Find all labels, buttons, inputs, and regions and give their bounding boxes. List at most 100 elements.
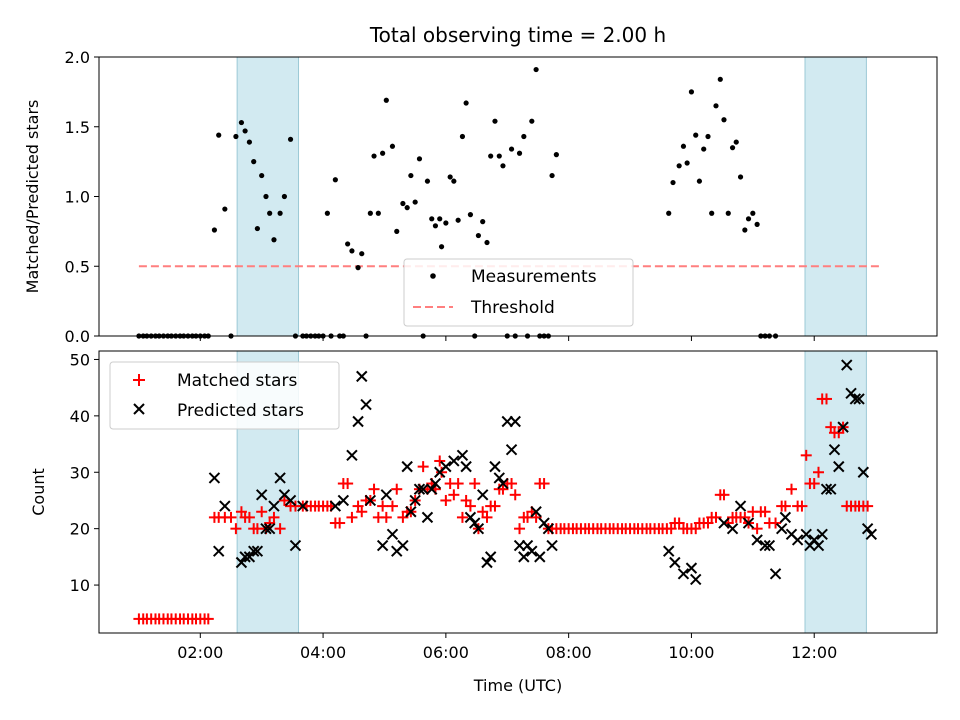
predicted-star-point: [690, 573, 702, 586]
matched-star-point: [770, 517, 782, 529]
predicted-star-point: [476, 489, 489, 501]
predicted-star-point: [837, 421, 849, 433]
chart-title: Total observing time = 2.00 h: [369, 23, 666, 47]
predicted-star-point: [685, 562, 698, 574]
matched-star-point: [440, 494, 452, 506]
measurement-point: [345, 241, 351, 247]
predicted-star-point: [481, 556, 493, 569]
predicted-star-point: [429, 477, 442, 490]
measurement-point: [271, 237, 277, 243]
top-legend-box: [403, 258, 634, 327]
predicted-star-point: [509, 415, 521, 428]
x-axis-label: Time (UTC): [473, 676, 562, 695]
measurement-point: [277, 210, 283, 216]
measurement-point: [254, 225, 260, 232]
predicted-star-point: [401, 460, 413, 473]
predicted-star-point: [841, 359, 853, 371]
predicted-star-point: [861, 522, 874, 535]
predicted-star-point: [669, 556, 681, 569]
measurement-point: [721, 117, 727, 123]
measurement-point: [745, 216, 752, 222]
measurement-point: [684, 160, 690, 166]
bot-ytick-label: 20: [70, 520, 90, 539]
bottom-xticks: 02:00 04:00 06:00 08:00 10:00 12:00: [177, 633, 837, 662]
matched-star-point: [481, 511, 493, 523]
matched-star-point: [368, 483, 380, 495]
predicted-star-point: [820, 483, 833, 495]
predicted-star-point: [268, 500, 280, 512]
measurement-point: [380, 150, 386, 156]
top-ytick-label: 1.5: [65, 118, 90, 137]
predicted-star-point: [440, 460, 452, 473]
matched-star-point: [800, 449, 812, 461]
predicted-star-point: [677, 568, 690, 580]
bot-ytick-label: 40: [70, 407, 90, 426]
measurement-point: [670, 179, 676, 186]
matched-star-point: [356, 506, 368, 518]
predicted-star-point: [816, 528, 828, 541]
predicted-star-point: [769, 568, 782, 580]
measurement-point: [437, 216, 443, 222]
predicted-star-point: [274, 472, 286, 484]
predicted-star-point: [484, 551, 497, 563]
predicted-star-point: [364, 494, 377, 507]
matched-star-point: [380, 511, 392, 523]
predicted-star-point: [376, 539, 389, 552]
measurement-point: [287, 136, 294, 142]
predicted-star-point: [356, 370, 368, 383]
matched-star-point: [274, 523, 286, 535]
predicted-star-point: [726, 522, 739, 535]
bottom-panel: 10 20 30 40 50 02:00 04:00 06:00 08:00 10:00 12:0…: [29, 350, 938, 695]
measurement-point: [408, 172, 414, 179]
measurement-point: [324, 210, 330, 216]
measurement-point: [443, 220, 449, 226]
measurement-point: [725, 210, 731, 216]
predicted-star-point: [849, 393, 862, 405]
predicted-star-point: [742, 517, 755, 529]
measurement-point: [549, 172, 555, 179]
measurement-point: [709, 210, 715, 216]
predicted-star-point: [413, 483, 426, 495]
predicted-star-point: [469, 517, 481, 529]
measurement-point: [383, 97, 389, 103]
legend-predicted-label: Predicted stars: [177, 401, 304, 421]
measurement-point: [367, 210, 373, 216]
matched-star-point: [377, 500, 389, 512]
top-shaded-interval-1: [804, 56, 867, 337]
measurement-point: [713, 103, 719, 109]
measurement-point: [424, 178, 431, 184]
matched-star-point: [825, 421, 837, 433]
predicted-star-point: [825, 483, 837, 495]
measurement-point: [529, 118, 535, 124]
measurement-point: [263, 193, 269, 200]
measurement-point: [211, 227, 218, 233]
measurement-point: [467, 212, 474, 218]
measurement-point: [463, 100, 469, 106]
predicted-star-point: [489, 460, 501, 473]
measurement-point: [500, 163, 506, 169]
top-ytick-label: 0.5: [65, 257, 90, 276]
measurement-point: [233, 133, 239, 140]
bot-ytick-label: 30: [70, 463, 90, 482]
predicted-star-point: [751, 534, 763, 546]
predicted-star-point: [352, 415, 364, 428]
predicted-star-point: [380, 489, 393, 501]
matched-star-point: [456, 511, 468, 523]
measurement-point: [696, 178, 703, 184]
bottom-yticks: 10 20 30 40 50: [70, 350, 99, 595]
matched-star-point: [514, 523, 526, 535]
measurement-point: [400, 200, 406, 207]
measurement-point: [371, 153, 377, 159]
predicted-star-point: [775, 522, 788, 535]
xtick-label: 02:00: [177, 643, 223, 662]
matched-star-point: [386, 500, 398, 512]
measurement-point: [349, 248, 355, 254]
legend-measurements-marker: [430, 273, 436, 279]
bot-ytick-label: 10: [70, 576, 90, 595]
xtick-label: 08:00: [546, 643, 592, 662]
measurement-point: [359, 251, 365, 257]
predicted-star-point: [828, 443, 841, 456]
bottom-ylabel: Count: [29, 468, 48, 516]
predicted-star-point: [456, 449, 469, 462]
matched-star-point: [342, 478, 354, 490]
